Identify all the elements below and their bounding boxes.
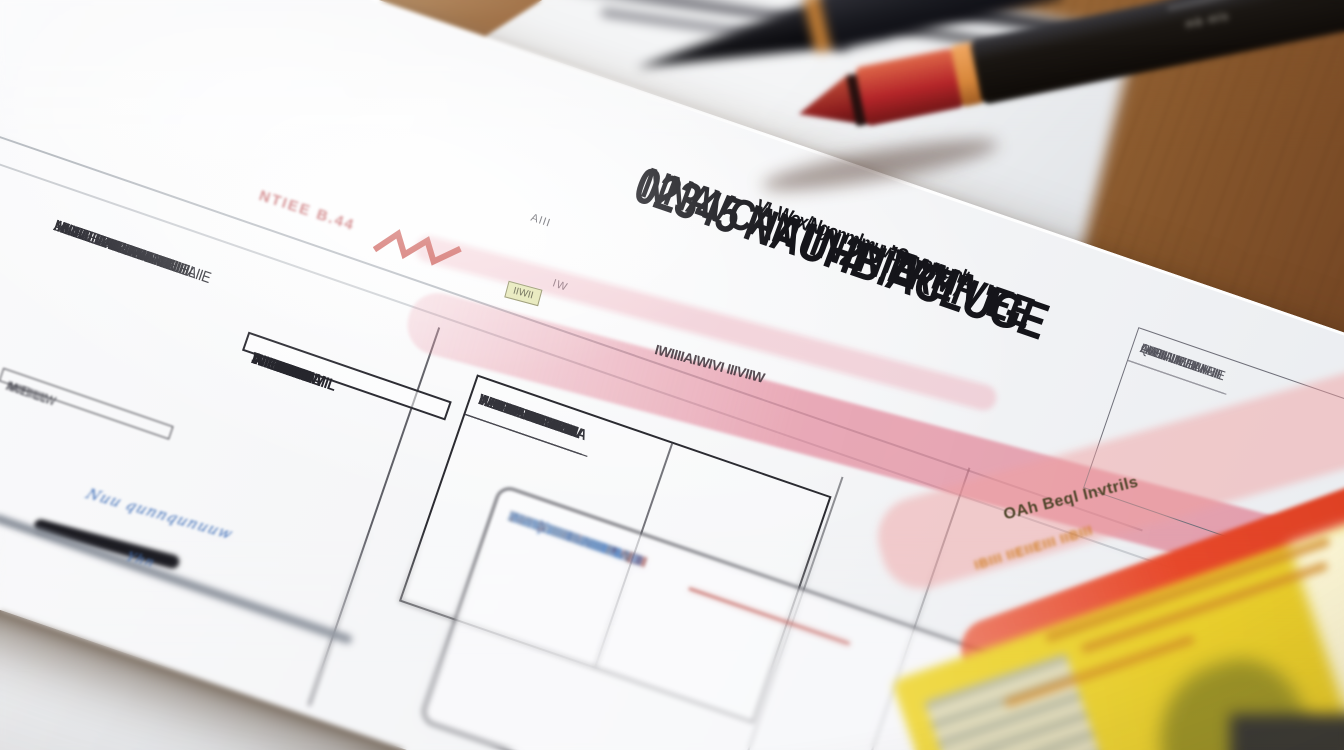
table-row: AIIEIII IIIIWIIAIIIEIII xyxy=(1127,328,1235,394)
blue-handwriting: Nuu qunnqunuuw xyxy=(82,484,237,543)
red-stamp-text: NTIEE B.44 xyxy=(256,187,358,235)
marker-brand-text: mb mls xyxy=(1185,10,1230,31)
form-text-row: AIIILIIEIIIIAIIIEIIIWIIAIIE xyxy=(51,216,180,276)
red-zigzag-mark xyxy=(372,229,462,266)
faded-bar xyxy=(0,513,354,645)
marker-glint xyxy=(1166,0,1344,12)
small-field-box: IIAIIEIIL IIW AIIIEII IIIL xyxy=(0,367,174,440)
black-marker-scribble xyxy=(32,517,181,571)
form-text-row: AIIEIIIIIWIIIAIIL xyxy=(249,348,339,395)
red-underline xyxy=(688,587,851,646)
dark-corner-shadow xyxy=(1230,714,1344,750)
form-text-row: AIIIEII IIIL xyxy=(4,379,48,406)
small-label: AIII xyxy=(529,211,553,230)
